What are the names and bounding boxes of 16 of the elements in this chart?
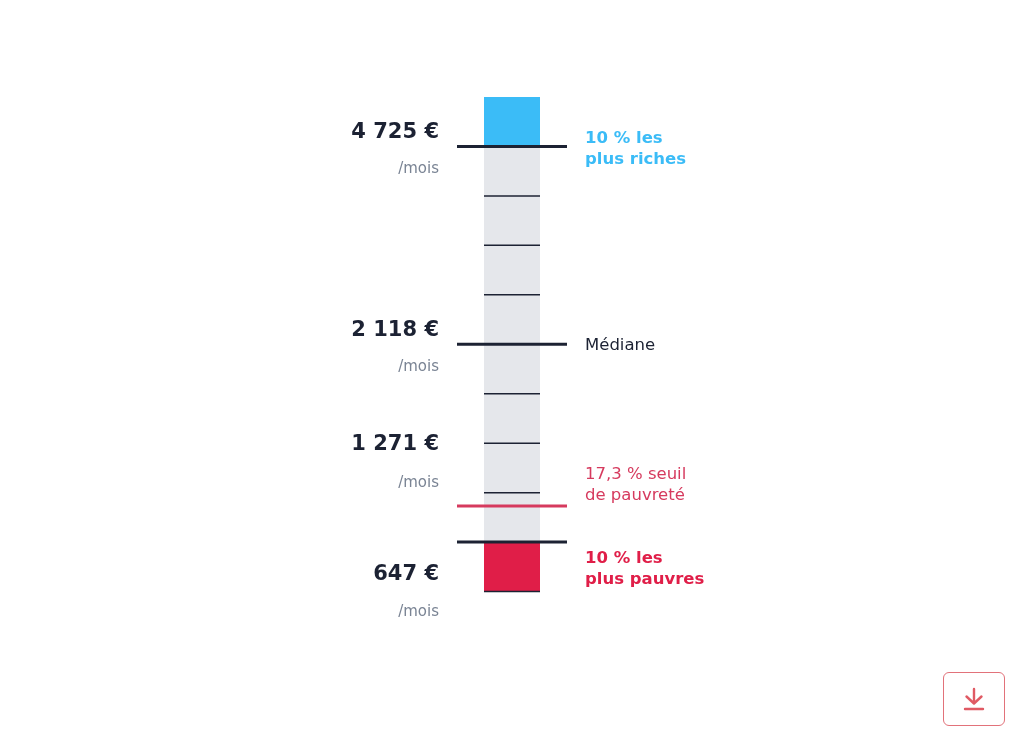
text: 4 725 € bbox=[351, 119, 439, 144]
ref-line-label: 17,3 % seuil de pauvreté bbox=[585, 463, 687, 504]
text: 10 % les plus riches bbox=[585, 127, 687, 168]
bar bbox=[484, 294, 540, 345]
bar bbox=[484, 146, 540, 196]
ref-line-label: Médiane bbox=[585, 334, 656, 354]
text: /mois bbox=[398, 159, 440, 178]
text: 10 % les plus pauvres bbox=[585, 547, 705, 588]
text: 2 118 € bbox=[351, 317, 439, 342]
bar bbox=[484, 542, 540, 592]
text: /mois bbox=[398, 472, 440, 491]
text: /mois bbox=[398, 357, 440, 376]
text: /mois bbox=[398, 602, 440, 621]
text: 647 € bbox=[373, 561, 439, 586]
bar bbox=[484, 97, 540, 147]
text: 1 271 € bbox=[351, 430, 439, 455]
